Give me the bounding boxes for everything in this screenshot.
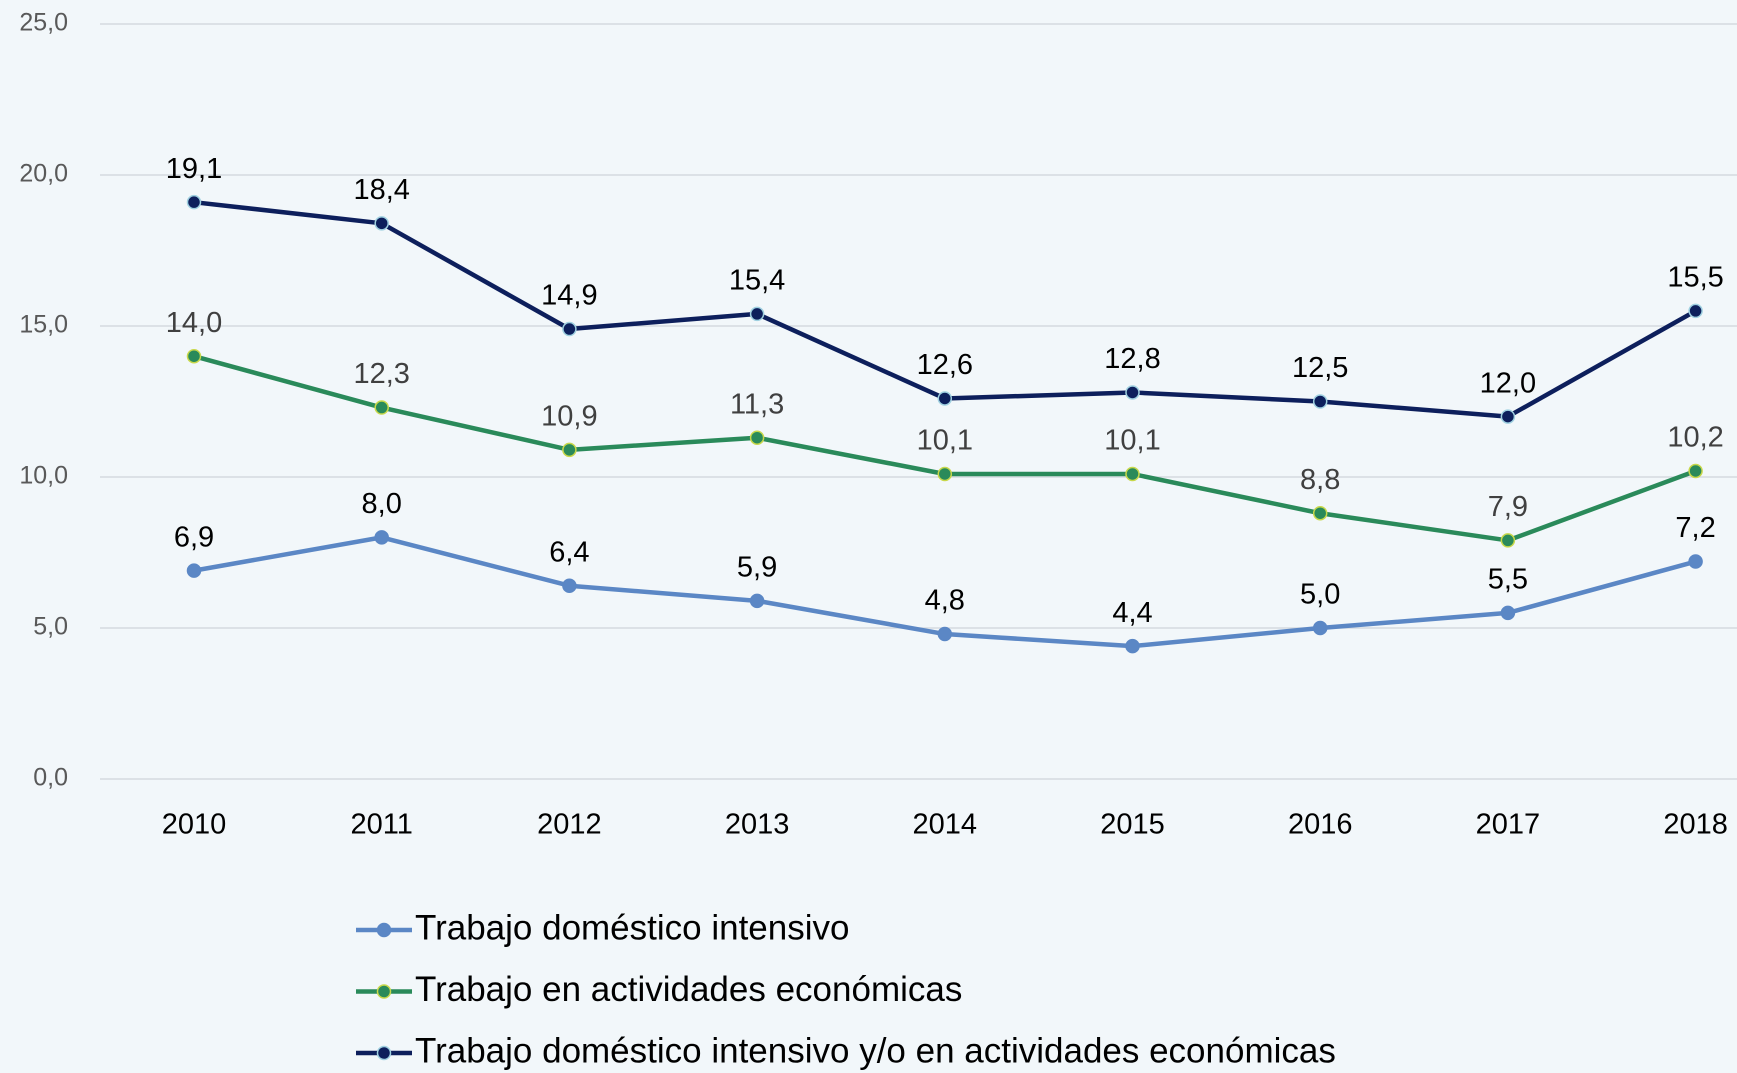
point [749,306,765,322]
data-label: 10,2 [1667,422,1723,454]
data-label: 18,4 [353,174,409,206]
point [1312,394,1328,409]
point [1125,385,1140,400]
point [1312,505,1328,521]
data-label: 10,1 [917,425,973,457]
data-label: 11,3 [730,388,784,420]
x-tick-label: 2016 [1288,809,1353,841]
legend-label: Trabajo doméstico intensivo [415,908,849,947]
point [1125,638,1140,654]
x-tick-label: 2015 [1100,809,1165,841]
data-label: 15,5 [1667,262,1723,294]
data-label: 5,0 [1300,579,1340,611]
y-tick-label: 15,0 [19,311,68,339]
point [374,216,389,231]
point [1500,533,1516,548]
y-tick-label: 20,0 [19,160,68,188]
x-tick-label: 2013 [725,809,790,841]
data-label: 12,0 [1480,367,1536,399]
point [1500,409,1516,424]
x-tick-label: 2014 [913,809,978,841]
data-label: 15,4 [729,265,785,297]
point [1688,463,1703,479]
point [186,348,202,364]
x-tick-label: 2017 [1476,809,1541,841]
data-label: 12,3 [353,358,409,390]
legend-marker [376,922,392,938]
y-tick-label: 0,0 [33,764,68,792]
point [749,593,765,609]
point [1500,605,1516,621]
data-label: 12,8 [1104,343,1160,375]
point [749,430,765,445]
data-label: 5,9 [737,551,777,583]
data-label: 14,0 [166,307,222,339]
y-tick-label: 10,0 [19,462,68,490]
y-tick-label: 25,0 [19,9,68,37]
x-tick-label: 2012 [537,809,602,841]
point [562,442,577,458]
y-tick-label: 5,0 [33,613,68,641]
point [937,391,953,406]
data-label: 10,9 [541,400,597,432]
point [186,194,202,210]
data-label: 8,8 [1300,464,1340,496]
point [374,400,389,415]
legend-label: Trabajo en actividades económicas [415,970,962,1009]
point [1312,620,1328,636]
data-label: 12,6 [917,349,973,381]
data-label: 6,9 [174,521,214,553]
data-label: 5,5 [1488,564,1528,596]
point [186,563,202,578]
point [937,466,953,482]
legend-marker [376,984,392,999]
x-tick-label: 2010 [162,809,227,841]
x-tick-label: 2018 [1663,809,1728,841]
point [1688,303,1703,319]
data-label: 7,2 [1675,512,1715,544]
point [1125,466,1140,482]
series-line [193,199,1697,419]
data-label: 6,4 [549,536,589,568]
data-label: 14,9 [541,280,597,312]
data-label: 19,1 [166,153,222,185]
data-label: 12,5 [1292,352,1348,384]
legend-label: Trabajo doméstico intensivo y/o en activ… [415,1031,1336,1070]
legend-marker [376,1045,392,1061]
point [562,321,577,337]
data-label: 8,0 [362,488,402,520]
data-label: 4,4 [1112,597,1152,629]
data-label: 4,8 [925,585,965,617]
point [562,578,577,593]
point [1688,554,1703,569]
x-tick-label: 2011 [351,809,413,841]
data-label: 10,1 [1104,425,1160,457]
data-label: 7,9 [1488,491,1528,523]
point [937,626,953,642]
point [374,530,389,545]
